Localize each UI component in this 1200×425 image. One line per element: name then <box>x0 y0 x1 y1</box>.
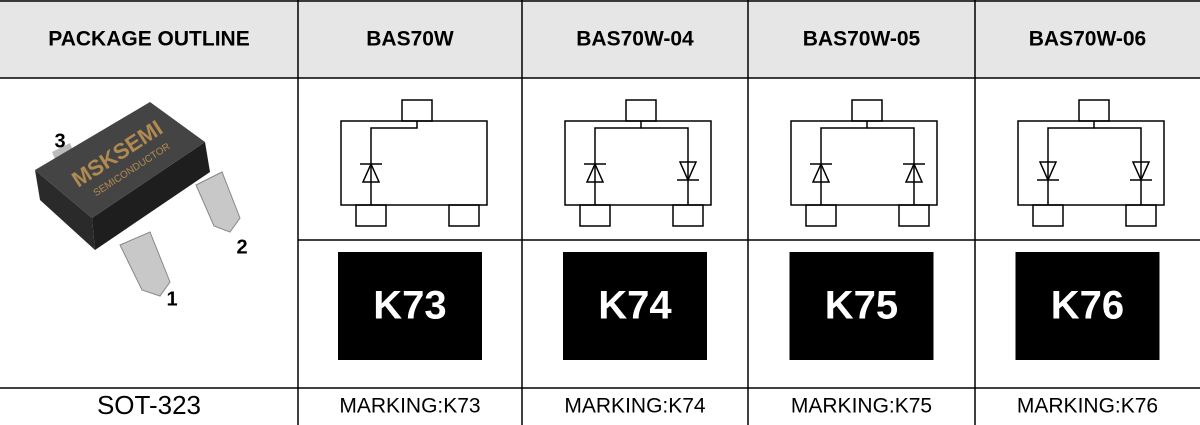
circuit <box>1017 99 1165 227</box>
wire <box>867 127 915 205</box>
footer-cell: MARKING:K76 <box>1017 395 1158 418</box>
wire <box>1047 121 1095 205</box>
marking-text: K75 <box>825 284 898 328</box>
pin <box>898 204 930 227</box>
footer-cell: MARKING:K74 <box>564 395 706 418</box>
pin-label: 3 <box>54 130 65 152</box>
pin <box>1125 204 1157 227</box>
circuit <box>340 99 488 227</box>
footer-cell: MARKING:K75 <box>791 395 932 418</box>
package-image: MSKSEMI SEMICONDUCTOR 3 2 1 <box>35 102 248 310</box>
circuit <box>564 99 712 227</box>
pin <box>448 204 480 227</box>
pin <box>1032 204 1064 227</box>
header-cell: PACKAGE OUTLINE <box>48 28 249 51</box>
diode <box>361 162 381 183</box>
header-cell: BAS70W <box>366 28 454 51</box>
pin <box>851 99 883 122</box>
wire <box>370 121 418 205</box>
marking-box <box>789 252 934 360</box>
pin <box>579 204 611 227</box>
header-bg <box>0 0 1200 78</box>
header-cell: BAS70W-05 <box>803 28 921 51</box>
wire <box>594 121 642 205</box>
circuit <box>790 99 938 227</box>
pin-label: 2 <box>236 236 247 258</box>
marking-box <box>338 252 482 360</box>
pin <box>625 99 657 122</box>
marking-box <box>563 252 707 360</box>
marking-box <box>1015 252 1160 360</box>
diode <box>904 162 924 183</box>
footer-cell: SOT-323 <box>97 390 201 420</box>
pin-label: 1 <box>166 288 177 310</box>
footer-cell: MARKING:K73 <box>339 395 480 418</box>
body <box>340 120 488 206</box>
header-cell: BAS70W-04 <box>576 28 694 51</box>
pin <box>805 204 837 227</box>
pin <box>355 204 387 227</box>
pin <box>1078 99 1110 122</box>
body <box>564 120 712 206</box>
marking-text: K73 <box>373 284 446 328</box>
diode <box>678 161 698 182</box>
pin <box>401 99 433 122</box>
header-cell: BAS70W-06 <box>1029 28 1146 51</box>
diode <box>1038 161 1058 182</box>
diode <box>585 162 605 183</box>
wire <box>641 127 689 205</box>
marking-text: K74 <box>598 284 672 328</box>
wire <box>820 121 868 205</box>
marking-text: K76 <box>1051 284 1124 328</box>
wire <box>1094 127 1142 205</box>
pin <box>672 204 704 227</box>
diode <box>811 162 831 183</box>
body <box>790 120 938 206</box>
diode <box>1131 161 1151 182</box>
